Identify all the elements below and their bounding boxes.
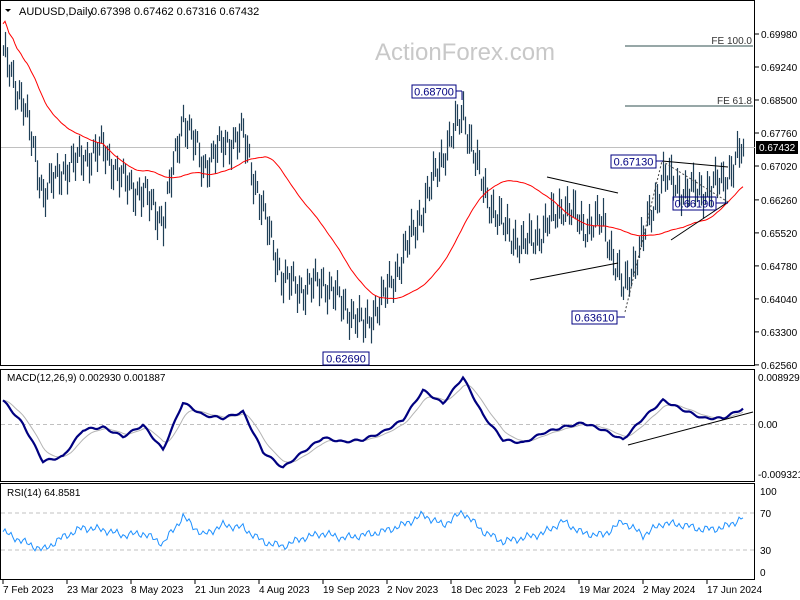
- svg-text:0: 0: [760, 568, 766, 579]
- price-tick-label: 0.66260: [761, 196, 798, 207]
- svg-text:30: 30: [760, 546, 772, 557]
- date-axis: 7 Feb 2023 23 Mar 2023 8 May 2023 21 Jun 20…: [2, 580, 762, 596]
- triangle-down-icon[interactable]: [5, 9, 11, 12]
- price-tick-label: 0.69980: [761, 30, 798, 41]
- date-tick-label: 17 Jun 2024: [707, 585, 762, 596]
- price-tick-label: 0.68500: [761, 96, 798, 107]
- fe618-label: FE 61.8: [717, 96, 752, 107]
- date-tick-label: 21 Jun 2023: [195, 585, 250, 596]
- rsi-panel-frame: [0, 483, 755, 580]
- macd-line: [2, 375, 744, 469]
- price-label-support: 0.66190: [672, 196, 728, 211]
- price-tick-label: 0.64780: [761, 262, 798, 273]
- price-tick-label: 0.69240: [761, 63, 798, 74]
- price-tick-label: 0.67020: [761, 162, 798, 173]
- trendline: [546, 176, 619, 194]
- trendline: [529, 262, 619, 281]
- svg-text:-0.009321: -0.009321: [758, 470, 800, 481]
- fe100-label: FE 100.0: [711, 36, 752, 47]
- price-label-high: 0.68700: [411, 84, 463, 100]
- macd-trendline: [627, 411, 754, 446]
- trendlines: [529, 160, 729, 313]
- price-label-high2: 0.67130: [610, 154, 663, 169]
- macd-axis: 0.008929 0.00 -0.009321: [758, 373, 800, 481]
- svg-text:0.62690: 0.62690: [326, 354, 366, 366]
- rsi-axis: 100 70 30 0: [760, 487, 777, 579]
- date-tick-label: 2 May 2024: [643, 585, 696, 596]
- trendline-dashed: [661, 160, 729, 203]
- date-tick-label: 7 Feb 2023: [3, 585, 54, 596]
- date-tick-label: 2 Nov 2023: [387, 585, 439, 596]
- moving-average-line: [2, 20, 744, 300]
- price-tick-label: 0.63300: [761, 328, 798, 339]
- ohlc-values: 0.67398 0.67462 0.67316 0.67432: [91, 6, 259, 18]
- svg-text:0.68700: 0.68700: [414, 87, 454, 99]
- svg-text:0.008929: 0.008929: [758, 373, 800, 384]
- svg-text:0.63610: 0.63610: [575, 313, 615, 325]
- macd-panel-frame: [0, 369, 755, 482]
- svg-text:0.00: 0.00: [758, 420, 778, 431]
- date-tick-label: 23 Mar 2023: [67, 585, 124, 596]
- trendline-dashed: [624, 160, 663, 313]
- macd-title: MACD(12,26,9) 0.002930 0.001887: [7, 373, 166, 384]
- date-tick-label: 4 Aug 2023: [259, 585, 310, 596]
- price-tick-label: 0.67760: [761, 129, 798, 140]
- price-bars: [2, 31, 745, 344]
- svg-text:0.66190: 0.66190: [675, 199, 715, 211]
- price-label-low: 0.62690: [322, 351, 370, 366]
- symbol-label: AUDUSD,Daily: [19, 6, 93, 18]
- watermark: ActionForex.com: [375, 39, 555, 66]
- date-tick-label: 18 Dec 2023: [451, 585, 508, 596]
- svg-text:0.67130: 0.67130: [614, 157, 654, 169]
- current-price-label: 0.67432: [759, 143, 796, 154]
- price-tick-label: 0.64040: [761, 295, 798, 306]
- date-tick-label: 19 Sep 2023: [323, 585, 380, 596]
- trendline: [670, 201, 729, 241]
- fibonacci-extension-lines: FE 100.0 FE 61.8: [625, 36, 753, 107]
- date-tick-label: 19 Mar 2024: [579, 585, 636, 596]
- price-axis: 0.69980 0.69240 0.68500 0.67760 0.67020 0.662…: [755, 30, 798, 372]
- price-tick-label: 0.62560: [761, 361, 798, 372]
- price-tick-label: 0.65520: [761, 229, 798, 240]
- svg-text:100: 100: [760, 487, 777, 498]
- date-tick-label: 2 Feb 2024: [515, 585, 566, 596]
- svg-text:70: 70: [760, 509, 772, 520]
- rsi-line: [2, 509, 744, 552]
- date-tick-label: 8 May 2023: [131, 585, 184, 596]
- rsi-title: RSI(14) 64.8581: [7, 488, 81, 499]
- trendline: [661, 160, 729, 168]
- price-label-low2: 0.63610: [571, 310, 625, 325]
- current-price-box: [756, 141, 798, 154]
- price-panel-frame: [0, 0, 755, 366]
- macd-signal-line: [2, 384, 744, 463]
